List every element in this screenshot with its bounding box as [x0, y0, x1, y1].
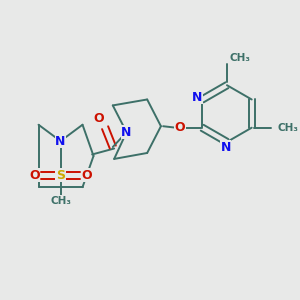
Text: N: N — [220, 141, 231, 154]
Text: CH₃: CH₃ — [230, 53, 251, 64]
Text: N: N — [122, 126, 132, 139]
Text: S: S — [56, 169, 65, 182]
Text: O: O — [175, 121, 185, 134]
Text: O: O — [81, 169, 92, 182]
Text: CH₃: CH₃ — [50, 196, 71, 206]
Text: N: N — [192, 91, 202, 103]
Text: O: O — [93, 112, 104, 125]
Text: O: O — [29, 169, 40, 182]
Text: CH₃: CH₃ — [278, 123, 299, 133]
Text: N: N — [55, 135, 66, 148]
